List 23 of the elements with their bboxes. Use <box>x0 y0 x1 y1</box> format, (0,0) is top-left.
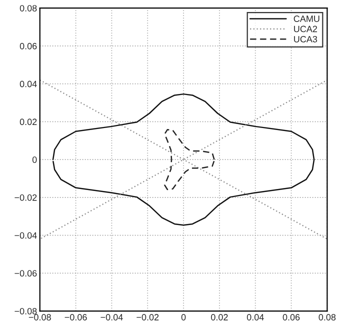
x-tick-label: −0.06 <box>64 314 87 320</box>
y-tick-label: 0 <box>32 156 37 163</box>
y-tick-label: −0.08 <box>14 308 37 314</box>
x-tick-label: −0.08 <box>28 314 51 320</box>
y-tick-label: 0.08 <box>20 5 37 12</box>
x-tick-label: −0.02 <box>136 314 159 320</box>
y-tick-label: −0.06 <box>14 270 37 277</box>
y-tick-label: 0.04 <box>20 80 37 88</box>
legend-label: UCA2 <box>294 26 318 32</box>
legend-label: UCA3 <box>294 36 318 42</box>
y-tick-label: 0.06 <box>20 42 37 50</box>
line-series <box>52 93 315 226</box>
legend-label: CAMU <box>294 16 320 22</box>
x-tick-label: 0.04 <box>246 314 264 320</box>
line-series <box>164 129 215 190</box>
x-tick-label: 0.02 <box>211 314 228 320</box>
x-tick-label: −0.04 <box>100 314 123 320</box>
x-tick-label: 0 <box>181 314 186 320</box>
x-tick-label: 0.08 <box>318 314 336 320</box>
y-tick-label: 0.02 <box>20 118 37 126</box>
y-tick-label: −0.04 <box>14 232 37 239</box>
y-tick-label: −0.02 <box>14 194 37 201</box>
x-tick-label: 0.06 <box>282 314 300 320</box>
